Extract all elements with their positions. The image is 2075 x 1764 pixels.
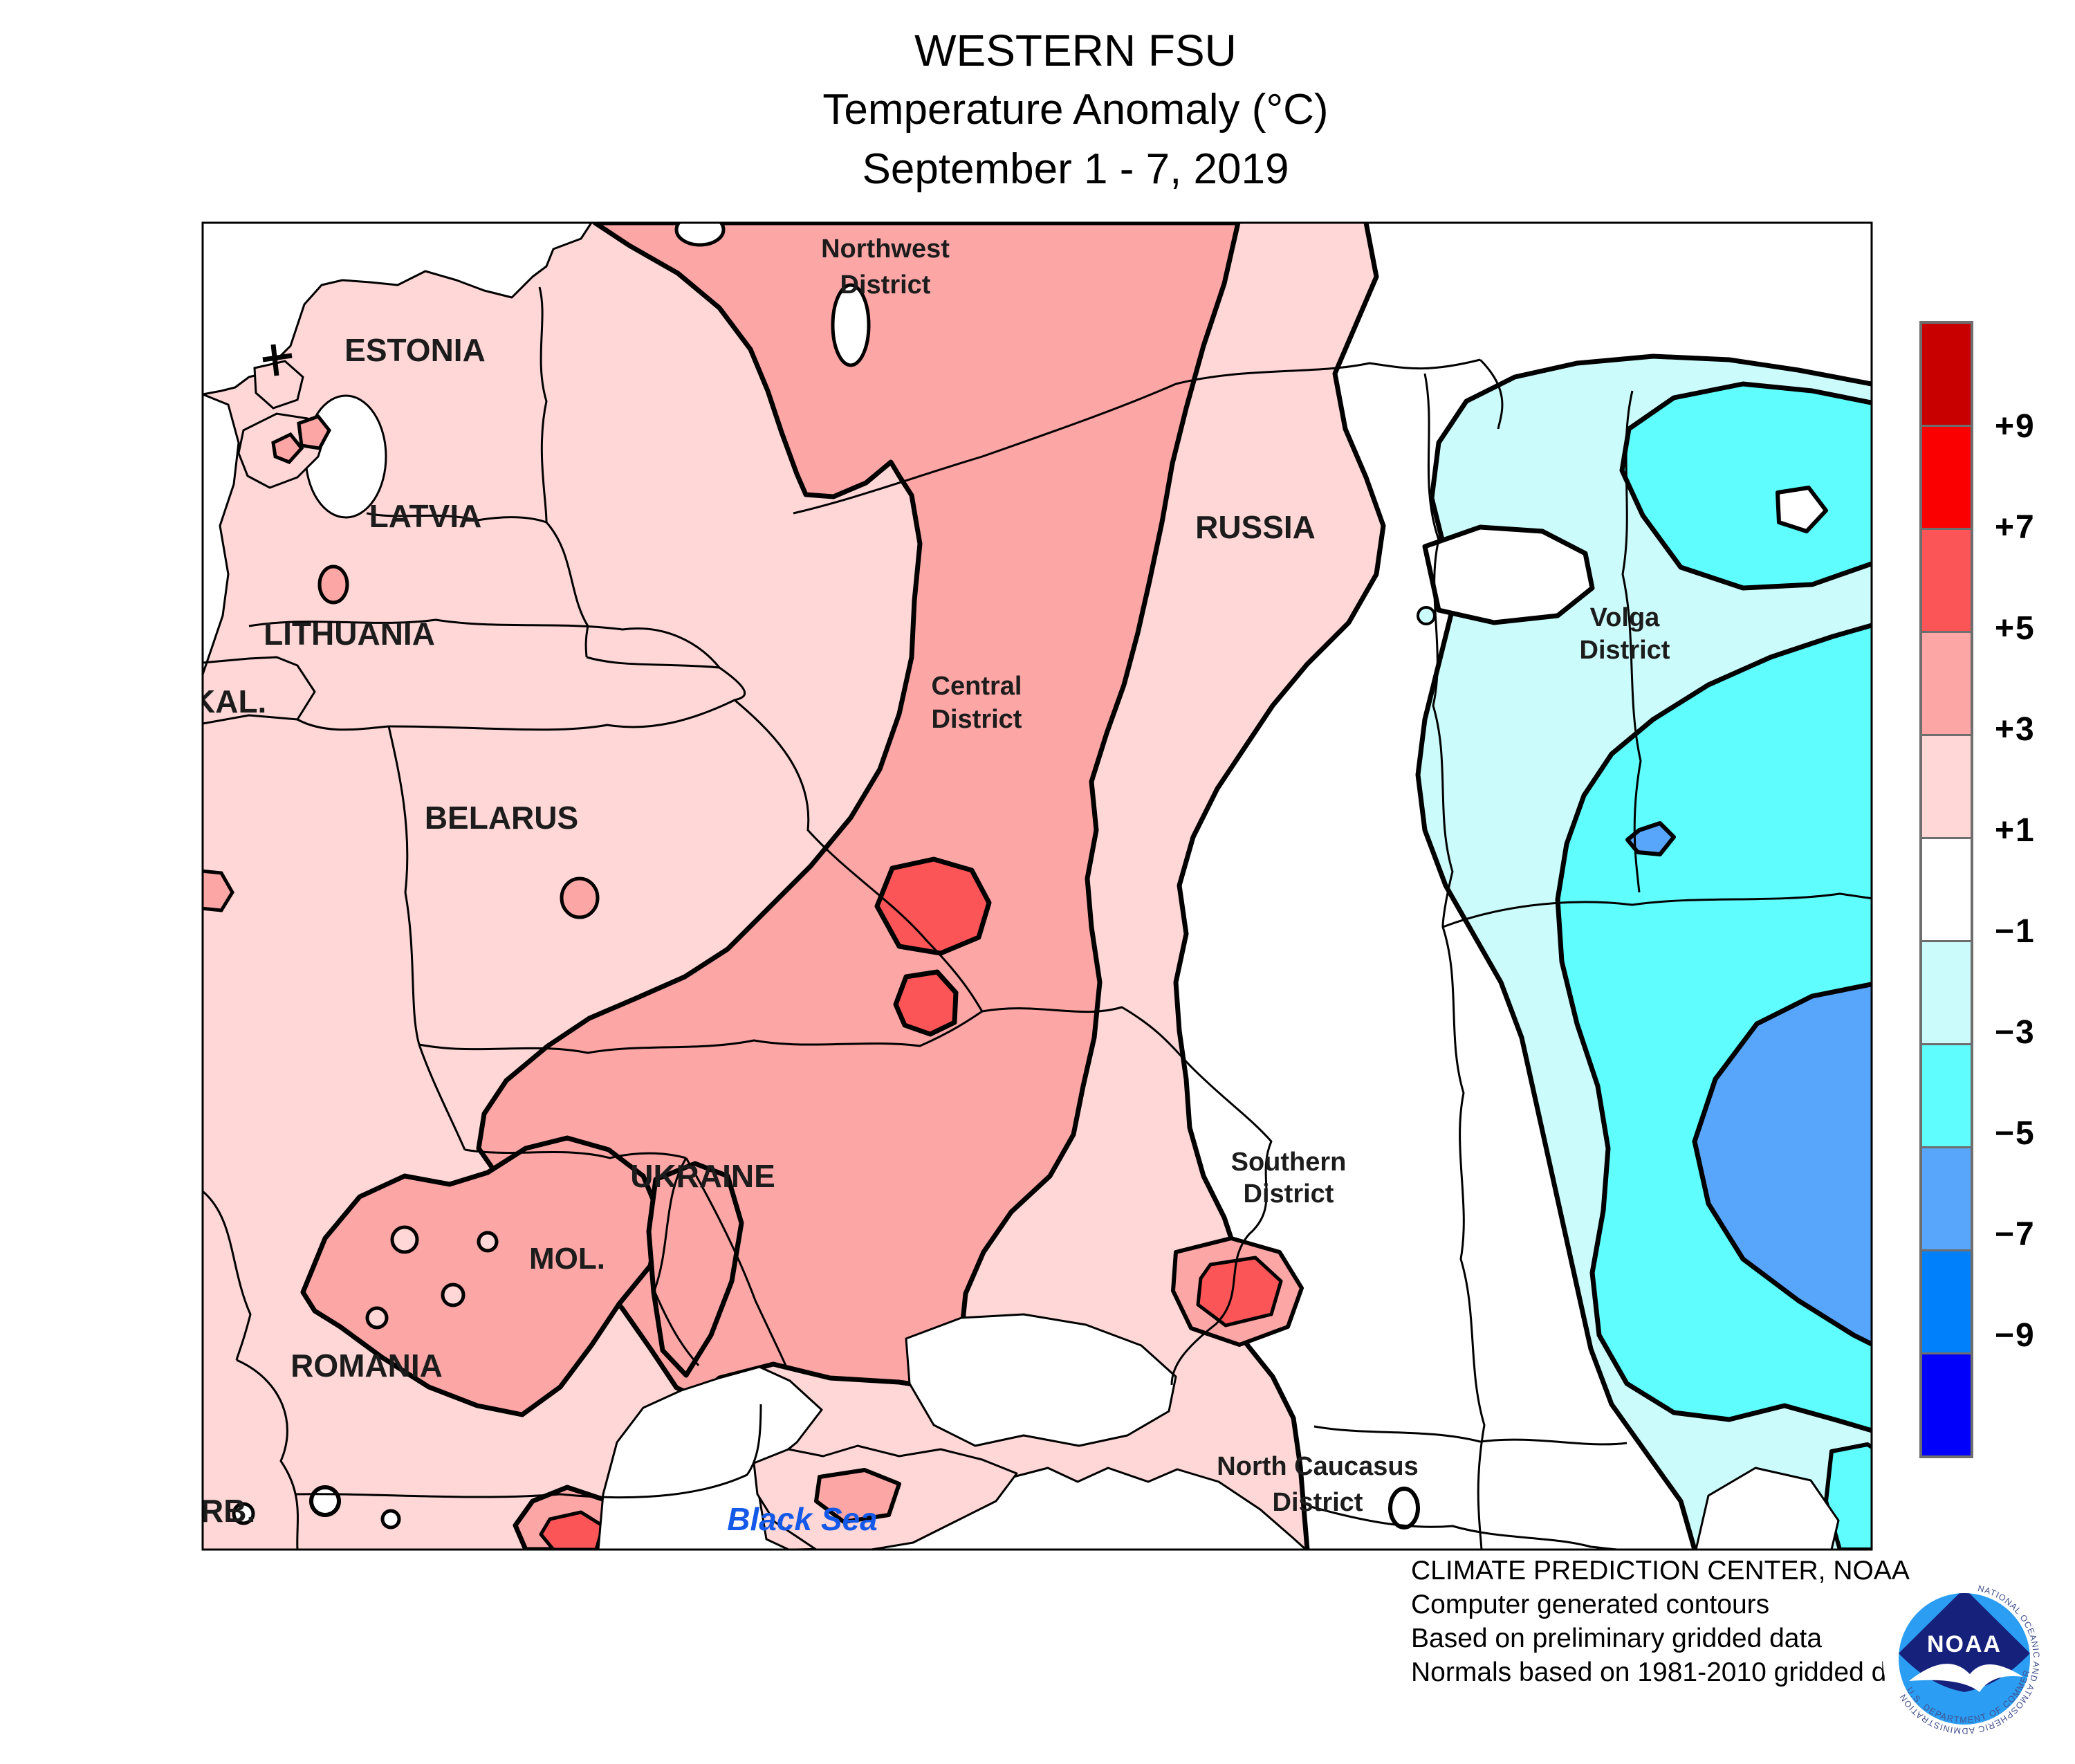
hole-romania-2 <box>441 1283 465 1307</box>
logo-org-text: NOAA <box>1927 1631 2002 1657</box>
salmon-blob-left-edge <box>203 869 234 912</box>
colorbar-tick-m9: −9 <box>1995 1317 2036 1354</box>
attribution: CLIMATE PREDICTION CENTER, NOAA Computer… <box>1411 1554 1924 1689</box>
map-canvas: ESTONIA LATVIA LITHUANIA KAL. BELARUS UK… <box>192 223 1872 1550</box>
cyan-dot <box>1417 606 1436 625</box>
label-ukraine: UKRAINE <box>630 1158 775 1194</box>
label-romania: ROMANIA <box>290 1348 443 1384</box>
colorbar <box>1919 321 1973 1458</box>
sea-azov <box>905 1313 1177 1447</box>
colorbar-box-3-5 <box>1922 631 1971 734</box>
colorbar-box-7-9 <box>1922 425 1971 528</box>
contour-minus1 <box>1415 353 1872 1550</box>
salmon-blob-belarus <box>560 876 600 919</box>
country-borders <box>203 286 1872 1550</box>
band-minus5-diamond <box>1625 821 1676 856</box>
colorbar-box-m3-m5 <box>1922 1043 1971 1146</box>
attribution-line-3: Based on preliminary gridded data <box>1411 1624 1823 1653</box>
band-minus3-northeast <box>1619 381 1872 591</box>
white-hole-serbia-3 <box>232 1502 255 1525</box>
attribution-line-4: Normals based on 1981-2010 gridded data <box>1411 1657 1924 1687</box>
colorbar-tick-p5: +5 <box>1995 610 2036 647</box>
colorbar-tick-m3: −3 <box>1995 1014 2036 1051</box>
attribution-line-2: Computer generated contours <box>1411 1590 1770 1619</box>
label-northwest-2: District <box>840 270 931 300</box>
colorbar-tick-p1: +1 <box>1995 812 2036 849</box>
salmon-crimea <box>814 1468 901 1524</box>
logo-emblem <box>1899 1593 2030 1692</box>
label-russia: RUSSIA <box>1195 509 1316 545</box>
white-oval-caucasus <box>1388 1487 1420 1529</box>
colorbar-box-zero <box>1922 837 1971 940</box>
seas <box>203 223 1840 1550</box>
title-line-1: WESTERN FSU <box>914 26 1237 75</box>
attribution-line-1: CLIMATE PREDICTION CENTER, NOAA <box>1411 1556 1910 1586</box>
white-hole-serbia-2 <box>380 1509 401 1529</box>
island-marks <box>262 344 293 376</box>
colorbar-box-m7-m9 <box>1922 1249 1971 1352</box>
sea-caspian <box>1695 1467 1840 1550</box>
band-minus5-blob <box>1692 982 1872 1347</box>
hole-romania-4 <box>365 1306 389 1330</box>
map-frame <box>201 221 1873 1551</box>
white-hole-volga <box>1776 486 1828 533</box>
colorbar-tick-p9: +9 <box>1995 408 2036 445</box>
colorbar-box-below-m9 <box>1922 1352 1971 1455</box>
label-moldova: MOL. <box>529 1242 605 1276</box>
noaa-logo: NOAA NATIONAL OCEANIC AND ATMOSPHERIC AD… <box>1881 1576 2046 1740</box>
hole-romania-1 <box>390 1225 419 1254</box>
label-serbia: RB. <box>201 1493 255 1529</box>
contour-plus1 <box>1173 223 1386 1550</box>
label-northwest-1: Northwest <box>821 235 950 264</box>
chart-title: WESTERN FSU Temperature Anomaly (°C) Sep… <box>384 21 1767 199</box>
colorbar-box-m1-m3 <box>1922 940 1971 1043</box>
band-zero-east <box>1176 223 1872 1550</box>
label-estonia: ESTONIA <box>344 332 486 368</box>
colorbar-tick-m5: −5 <box>1995 1115 2036 1152</box>
colorbar-tick-p3: +3 <box>1995 711 2036 748</box>
red-blob-azov-east <box>1196 1256 1283 1327</box>
sea-baltic <box>203 223 593 396</box>
label-southern-2: District <box>1244 1179 1334 1209</box>
label-volga-2: District <box>1580 636 1670 665</box>
island-hiiumaa <box>253 360 304 410</box>
white-hole-serbia-1 <box>309 1485 341 1517</box>
label-central-1: Central <box>932 672 1022 701</box>
white-thumb <box>1422 524 1595 625</box>
band-plus5-blob-a <box>874 856 992 956</box>
colorbar-box-1-3 <box>1922 734 1971 837</box>
colorbar-box-above9 <box>1922 324 1971 425</box>
salmon-blob-lithuania <box>317 564 349 605</box>
label-central-2: District <box>932 705 1022 734</box>
label-ncaucasus-1: North Caucasus <box>1217 1452 1418 1481</box>
island-salmon-2 <box>271 432 304 464</box>
label-belarus: BELARUS <box>425 800 578 836</box>
title-line-3: September 1 - 7, 2019 <box>862 145 1289 193</box>
colorbar-tick-m1: −1 <box>1995 913 2036 950</box>
white-hole-top <box>674 223 726 247</box>
sea-black-west <box>597 1366 823 1550</box>
label-ncaucasus-2: District <box>1273 1488 1363 1517</box>
colorbar-tick-m7: −7 <box>1995 1216 2036 1253</box>
seagull-icon <box>1909 1664 2023 1692</box>
band-plus5-blob-b <box>893 969 959 1037</box>
title-line-2: Temperature Anomaly (°C) <box>822 86 1329 134</box>
label-latvia: LATVIA <box>369 498 482 534</box>
label-black-sea: Black Sea <box>727 1501 877 1537</box>
red-blob-bulgaria <box>539 1510 605 1550</box>
label-lithuania: LITHUANIA <box>264 616 435 652</box>
map-labels: ESTONIA LATVIA LITHUANIA KAL. BELARUS UK… <box>192 235 1670 1537</box>
hole-romania-3 <box>477 1231 499 1253</box>
label-kaliningrad: KAL. <box>192 683 266 719</box>
label-southern-1: Southern <box>1231 1148 1347 1177</box>
colorbar-box-5-7 <box>1922 528 1971 631</box>
colorbar-box-m5-m7 <box>1922 1146 1971 1249</box>
island-salmon-1 <box>297 414 331 450</box>
white-hole-northwest <box>831 283 871 367</box>
label-volga-1: Volga <box>1590 603 1661 632</box>
colorbar-tick-p7: +7 <box>1995 509 2036 546</box>
